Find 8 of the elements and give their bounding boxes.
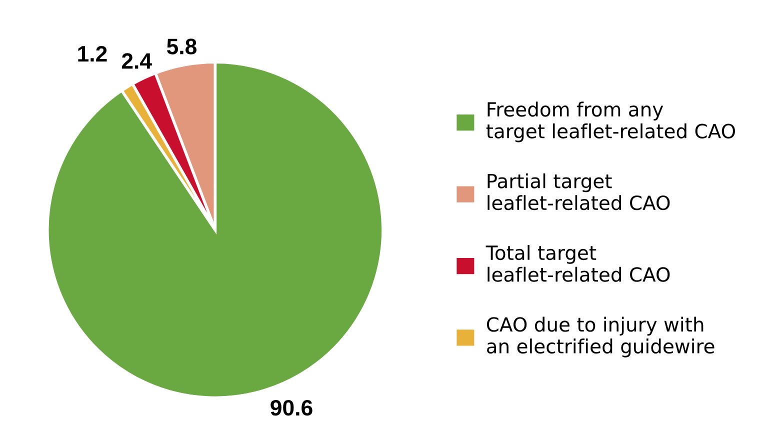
legend-label: Total target leaflet-related CAO <box>486 245 670 282</box>
data-label: 2.4 <box>122 53 152 69</box>
data-label: 1.2 <box>78 46 107 62</box>
data-label: 5.8 <box>166 38 196 54</box>
legend-label: CAO due to injury with an electrified guidewire <box>486 316 714 358</box>
legend-label: Freedom from any target leaflet-related CAO <box>486 102 735 142</box>
legend-label: Partial target leaflet-related CAO <box>488 173 670 210</box>
data-label: 90.6 <box>270 400 312 416</box>
